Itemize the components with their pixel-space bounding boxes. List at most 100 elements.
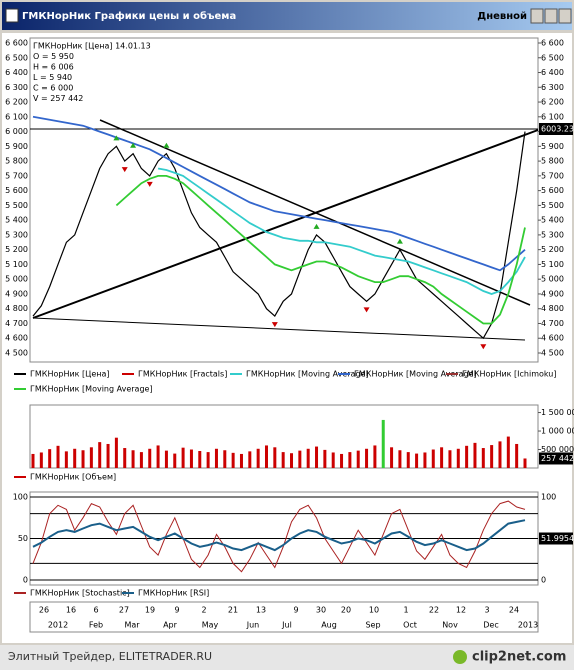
volume-bar bbox=[298, 450, 302, 468]
month-label: Dec bbox=[483, 621, 498, 630]
trend-line bbox=[32, 317, 526, 341]
volume-bar bbox=[106, 443, 110, 468]
volume-bar bbox=[256, 448, 260, 468]
day-label: 26 bbox=[39, 606, 49, 615]
fractal-up bbox=[396, 238, 403, 244]
footer-left: Элитный Трейдер, ELITETRADER.RU bbox=[8, 650, 212, 663]
volume-bar bbox=[198, 450, 202, 468]
volume-bar bbox=[239, 453, 243, 468]
y-tick-label: 100 bbox=[13, 493, 28, 502]
y-tick-label-right: 1 500 000 bbox=[541, 408, 574, 417]
legend-label: ГМКНорНик [Moving Average] bbox=[246, 370, 369, 379]
y-tick-label: 6 400 bbox=[5, 68, 28, 77]
y-tick-label: 6 300 bbox=[5, 83, 28, 92]
volume-bar bbox=[206, 452, 210, 468]
y-tick-label-right: 0 bbox=[541, 576, 546, 585]
volume-bar bbox=[73, 448, 77, 468]
y-tick-label-right: 5 600 bbox=[541, 186, 564, 195]
last-value-box bbox=[539, 532, 573, 545]
info-line: O = 5 950 bbox=[33, 52, 74, 61]
y-tick-label: 5 300 bbox=[5, 230, 28, 239]
y-tick-label-right: 5 700 bbox=[541, 171, 564, 180]
volume-bar bbox=[398, 450, 402, 468]
y-tick-label-right: 6 400 bbox=[541, 68, 564, 77]
volume-bar bbox=[306, 448, 310, 468]
minimize-button[interactable] bbox=[530, 8, 544, 24]
footer-bar bbox=[0, 645, 574, 670]
y-tick-label-right: 6 300 bbox=[541, 83, 564, 92]
volume-bar bbox=[164, 450, 168, 468]
volume-bar bbox=[139, 452, 143, 468]
volume-bar bbox=[373, 445, 377, 468]
fractal-down bbox=[146, 181, 153, 187]
day-label: 3 bbox=[484, 606, 489, 615]
volume-bar bbox=[98, 442, 102, 468]
day-label: 1 bbox=[403, 606, 408, 615]
month-label: Jun bbox=[246, 621, 260, 630]
volume-bar bbox=[214, 448, 218, 468]
info-line: V = 257 442 bbox=[33, 94, 83, 103]
y-tick-label: 4 600 bbox=[5, 334, 28, 343]
price-line bbox=[32, 115, 526, 272]
y-tick-label: 6 500 bbox=[5, 53, 28, 62]
y-tick-label: 4 500 bbox=[5, 349, 28, 358]
legend-label: ГМКНорНик [Stochastic] bbox=[30, 589, 130, 598]
volume-bar bbox=[81, 450, 85, 468]
day-label: 30 bbox=[316, 606, 326, 615]
footer-right[interactable]: clip2net.com bbox=[472, 650, 566, 665]
window-title: ГМКНорНик Графики цены и объема bbox=[22, 10, 236, 22]
volume-bar bbox=[331, 452, 335, 468]
y-tick-label-right: 5 900 bbox=[541, 142, 564, 151]
volume-bar bbox=[64, 451, 68, 468]
window-mode: Дневной bbox=[477, 11, 527, 22]
volume-bar bbox=[506, 436, 510, 468]
month-label: Sep bbox=[365, 621, 380, 630]
volume-bar bbox=[31, 453, 35, 468]
y-tick-label: 0 bbox=[23, 576, 28, 585]
y-tick-label: 4 800 bbox=[5, 304, 28, 313]
fractal-up bbox=[113, 135, 120, 141]
legend-label: ГМКНорНик [Цена] bbox=[30, 370, 110, 379]
y-tick-label: 5 000 bbox=[5, 275, 28, 284]
fractal-down bbox=[480, 344, 487, 350]
y-tick-label: 5 400 bbox=[5, 216, 28, 225]
y-tick-label-right: 500 000 bbox=[541, 445, 574, 454]
close-button[interactable] bbox=[558, 8, 572, 24]
volume-bar bbox=[515, 443, 519, 468]
legend-label: ГМКНорНик [RSI] bbox=[138, 589, 209, 598]
month-label: May bbox=[202, 621, 219, 630]
price-line bbox=[32, 131, 526, 340]
volume-bar bbox=[39, 452, 43, 468]
volume-bar bbox=[48, 449, 52, 468]
y-tick-label: 5 200 bbox=[5, 245, 28, 254]
volume-bar bbox=[465, 445, 469, 468]
maximize-button[interactable] bbox=[544, 8, 558, 24]
volume-bar bbox=[148, 448, 152, 468]
volume-bar bbox=[456, 448, 460, 468]
volume-bar bbox=[131, 450, 135, 468]
volume-bar bbox=[356, 450, 360, 468]
info-line: ГМКНорНик [Цена] 14.01.13 bbox=[33, 42, 151, 51]
last-value: 257 442 bbox=[541, 454, 574, 463]
day-label: 9 bbox=[293, 606, 298, 615]
y-tick-label-right: 1 000 000 bbox=[541, 427, 574, 436]
info-line: L = 5 940 bbox=[33, 73, 72, 82]
volume-bar bbox=[415, 453, 419, 468]
volume-bar bbox=[523, 458, 527, 468]
price-plot bbox=[29, 37, 539, 363]
legend-label: ГМКНорНик [Moving Average] bbox=[30, 385, 153, 394]
volume-bar bbox=[348, 452, 352, 468]
day-label: 27 bbox=[119, 606, 129, 615]
volume-bar bbox=[264, 445, 268, 468]
volume-bar bbox=[431, 449, 435, 468]
y-tick-label-right: 4 900 bbox=[541, 289, 564, 298]
fractal-up bbox=[313, 223, 320, 229]
volume-bar bbox=[481, 448, 485, 468]
osc-line bbox=[32, 500, 526, 573]
month-label: Mar bbox=[124, 621, 140, 630]
month-label: Aug bbox=[321, 621, 337, 630]
month-label: 2012 bbox=[48, 621, 68, 630]
y-tick-label: 5 800 bbox=[5, 157, 28, 166]
y-tick-label-right: 6 500 bbox=[541, 53, 564, 62]
month-label: 2013 bbox=[518, 621, 538, 630]
